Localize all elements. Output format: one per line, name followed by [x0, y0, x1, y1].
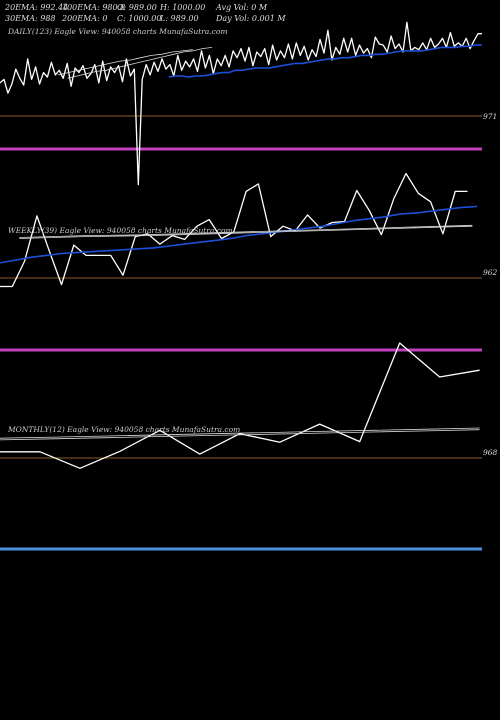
stat-200ema: 200EMA: 0	[62, 14, 108, 23]
daily-ema-long-line-b	[57, 49, 193, 76]
monthly-panel-label: MONTHLY(12) Eagle View: 940058 charts Mu…	[8, 425, 241, 434]
monthly-ema-blue-line	[0, 427, 480, 439]
stat-open: O: 989.00	[117, 3, 157, 12]
weekly-ema-long-line-a	[19, 224, 473, 238]
weekly-ema-blue-line	[0, 205, 478, 264]
stat-20ema: 20EMA: 992.44	[5, 3, 69, 12]
stat-high: H: 1000.00	[160, 3, 206, 12]
daily-ema-blue-line	[168, 44, 482, 78]
weekly-panel-label: WEEKLY(39) Eagle View: 940058 charts Mun…	[8, 226, 233, 235]
stat-low: L: 989.00	[160, 14, 199, 23]
monthly-price-line	[0, 342, 480, 469]
daily-panel-label: DAILY(123) Eagle View: 940058 charts Mun…	[8, 27, 228, 36]
stat-close: C: 1000.00	[117, 14, 162, 23]
stat-30ema: 30EMA: 988	[5, 14, 56, 23]
monthly-price-label: 968	[483, 448, 498, 457]
monthly-ema-long-line-a	[0, 429, 480, 441]
stat-avg-vol: Avg Vol: 0 M	[216, 3, 268, 12]
stat-day-vol: Day Vol: 0.001 M	[216, 14, 286, 23]
daily-price-label: 971	[483, 112, 498, 121]
weekly-price-label: 962	[483, 268, 498, 277]
daily-ema-long-line-a	[67, 47, 213, 79]
daily-price-line	[0, 21, 482, 186]
stat-100ema: 100EMA: 980.8	[62, 3, 126, 12]
weekly-ema-long-line-b	[19, 225, 473, 239]
